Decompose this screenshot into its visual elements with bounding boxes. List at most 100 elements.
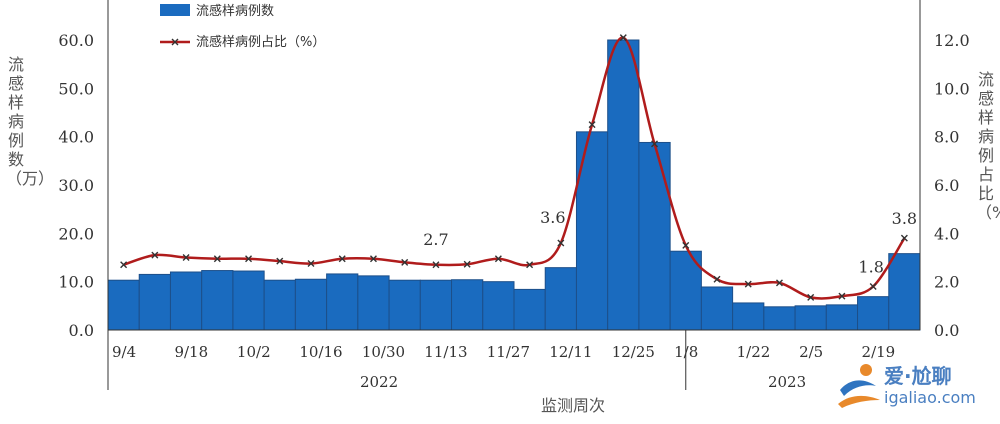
bar: [263, 279, 296, 331]
x-tick-label: 10/30: [362, 343, 405, 361]
bar: [169, 271, 203, 331]
ratio-point: [401, 258, 409, 266]
ratio-point: [744, 280, 752, 288]
right-tick-label: 0.0: [934, 321, 959, 340]
ratio-point: [120, 261, 128, 269]
bar: [607, 39, 640, 331]
year-label: 2022: [360, 373, 398, 391]
ratio-point: [369, 255, 377, 263]
bar: [638, 141, 671, 331]
ratio-point: [557, 239, 565, 247]
x-tick-label: 2/5: [799, 343, 823, 361]
line-layer: [120, 34, 908, 301]
bar: [700, 286, 734, 331]
data-label: 3.6: [540, 208, 565, 227]
bar: [357, 275, 390, 331]
x-tick-label: 11/13: [424, 343, 467, 361]
bar: [763, 306, 796, 331]
ratio-point: [807, 293, 815, 301]
x-tick-label: 2/19: [862, 343, 896, 361]
ratio-point: [838, 292, 846, 300]
x-tick-label: 12/25: [612, 343, 655, 361]
data-label: 2.7: [423, 230, 448, 249]
ratio-point: [619, 34, 627, 42]
ratio-point: [307, 260, 315, 268]
left-tick-label: 30.0: [58, 176, 94, 195]
bar: [794, 305, 827, 331]
bars-layer: [107, 39, 921, 331]
bar: [201, 270, 234, 331]
ratio-point: [276, 257, 284, 265]
right-tick-label: 8.0: [934, 128, 959, 147]
left-tick-label: 60.0: [58, 31, 94, 50]
x-tick-label: 10/2: [237, 343, 271, 361]
ratio-point: [682, 241, 690, 249]
bar: [575, 131, 609, 331]
left-tick-label: 50.0: [58, 79, 94, 98]
x-axis-title: 监测周次: [541, 396, 605, 415]
bar: [294, 278, 328, 331]
bar: [888, 253, 921, 331]
bar: [544, 267, 577, 331]
watermark-logo-icon: [838, 364, 880, 408]
left-tick-label: 40.0: [58, 128, 94, 147]
ratio-point: [182, 254, 190, 261]
right-tick-label: 4.0: [934, 224, 959, 243]
ratio-point: [213, 255, 221, 263]
bar: [138, 273, 171, 331]
x-tick-label: 9/18: [174, 343, 208, 361]
bar: [857, 296, 890, 331]
bar: [482, 281, 515, 331]
bar: [825, 304, 859, 331]
legend-line-label: 流感样病例占比（%）: [196, 34, 325, 50]
x-tick-label: 1/22: [737, 343, 771, 361]
bar: [451, 279, 484, 331]
legend-bar-swatch: [160, 4, 190, 16]
bar: [326, 273, 359, 331]
ratio-point: [432, 261, 440, 269]
ratio-point: [651, 140, 659, 148]
ratio-point: [526, 261, 534, 269]
watermark-url: igaliao.com: [884, 388, 976, 407]
bar: [732, 302, 765, 331]
x-tick-label: 12/11: [549, 343, 592, 361]
data-label: 3.8: [892, 209, 917, 228]
right-tick-label: 12.0: [934, 31, 970, 50]
x-tick-label: 1/8: [674, 343, 698, 361]
legend-line-marker: [171, 38, 179, 46]
ratio-point: [713, 275, 721, 283]
right-tick-label: 2.0: [934, 273, 959, 292]
ratio-point: [151, 251, 159, 259]
legend-bar-label: 流感样病例数: [196, 3, 274, 19]
axis-layer: 0.0 10.0 20.0 30.0 40.0 50.0 60.0 0.0 2.0 4.0 6.0 8…: [58, 0, 970, 390]
left-tick-label: 0.0: [69, 321, 94, 340]
bar: [232, 270, 265, 331]
ratio-point: [775, 279, 783, 287]
bar: [388, 279, 421, 331]
right-tick-label: 6.0: [934, 176, 959, 195]
bar: [419, 279, 453, 331]
left-tick-label: 20.0: [58, 224, 94, 243]
watermark: 爱·尬聊 igaliao.com: [836, 358, 996, 414]
left-axis-title: 流感样病例数（万）: [6, 55, 55, 188]
ratio-point: [900, 234, 908, 242]
ratio-point: [463, 260, 471, 268]
bar: [107, 279, 140, 331]
year-label: 2023: [768, 373, 806, 391]
ratio-point: [338, 255, 346, 263]
bar: [513, 288, 546, 331]
ratio-point: [494, 255, 502, 263]
x-tick-label: 9/4: [112, 343, 136, 361]
ratio-point: [245, 255, 253, 263]
left-tick-label: 10.0: [58, 273, 94, 292]
ratio-line: [123, 36, 906, 300]
ratio-point: [869, 283, 877, 290]
right-tick-label: 10.0: [934, 79, 970, 98]
watermark-brand: 爱·尬聊: [884, 364, 952, 388]
ratio-point: [588, 121, 596, 129]
x-tick-label: 11/27: [487, 343, 530, 361]
data-label: 1.8: [858, 258, 883, 277]
label-layer: 9/4 9/18 10/2 10/16 10/30 11/13 11/27 12/11 12/2…: [112, 208, 917, 415]
